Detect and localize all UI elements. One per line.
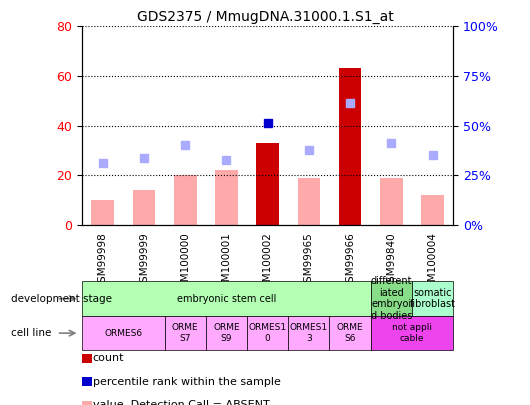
Bar (92, 200, 114, 225)
Bar (132, 190, 155, 225)
Text: ORMES6: ORMES6 (104, 328, 143, 338)
Bar (297, 178, 320, 225)
Bar (174, 175, 197, 225)
Text: ORME
S9: ORME S9 (213, 324, 240, 343)
Text: GDS2375 / MmugDNA.31000.1.S1_at: GDS2375 / MmugDNA.31000.1.S1_at (137, 10, 393, 24)
Text: development stage: development stage (11, 294, 112, 304)
Text: value, Detection Call = ABSENT: value, Detection Call = ABSENT (93, 401, 269, 405)
Text: not appli
cable: not appli cable (392, 324, 432, 343)
Bar (215, 170, 238, 225)
Text: somatic
fibroblast: somatic fibroblast (410, 288, 456, 309)
Text: ORMES1
0: ORMES1 0 (249, 324, 287, 343)
Text: embryonic stem cell: embryonic stem cell (176, 294, 276, 304)
Bar (257, 143, 279, 225)
Text: different
iated
embryoi
d bodies: different iated embryoi d bodies (370, 276, 412, 321)
Text: ORMES1
3: ORMES1 3 (290, 324, 328, 343)
Text: ORME
S7: ORME S7 (172, 324, 199, 343)
Text: ORME
S6: ORME S6 (337, 324, 364, 343)
Text: cell line: cell line (11, 328, 51, 338)
Text: count: count (93, 354, 124, 363)
Bar (421, 195, 444, 225)
Bar (380, 178, 403, 225)
Text: percentile rank within the sample: percentile rank within the sample (93, 377, 280, 387)
Bar (339, 68, 361, 225)
